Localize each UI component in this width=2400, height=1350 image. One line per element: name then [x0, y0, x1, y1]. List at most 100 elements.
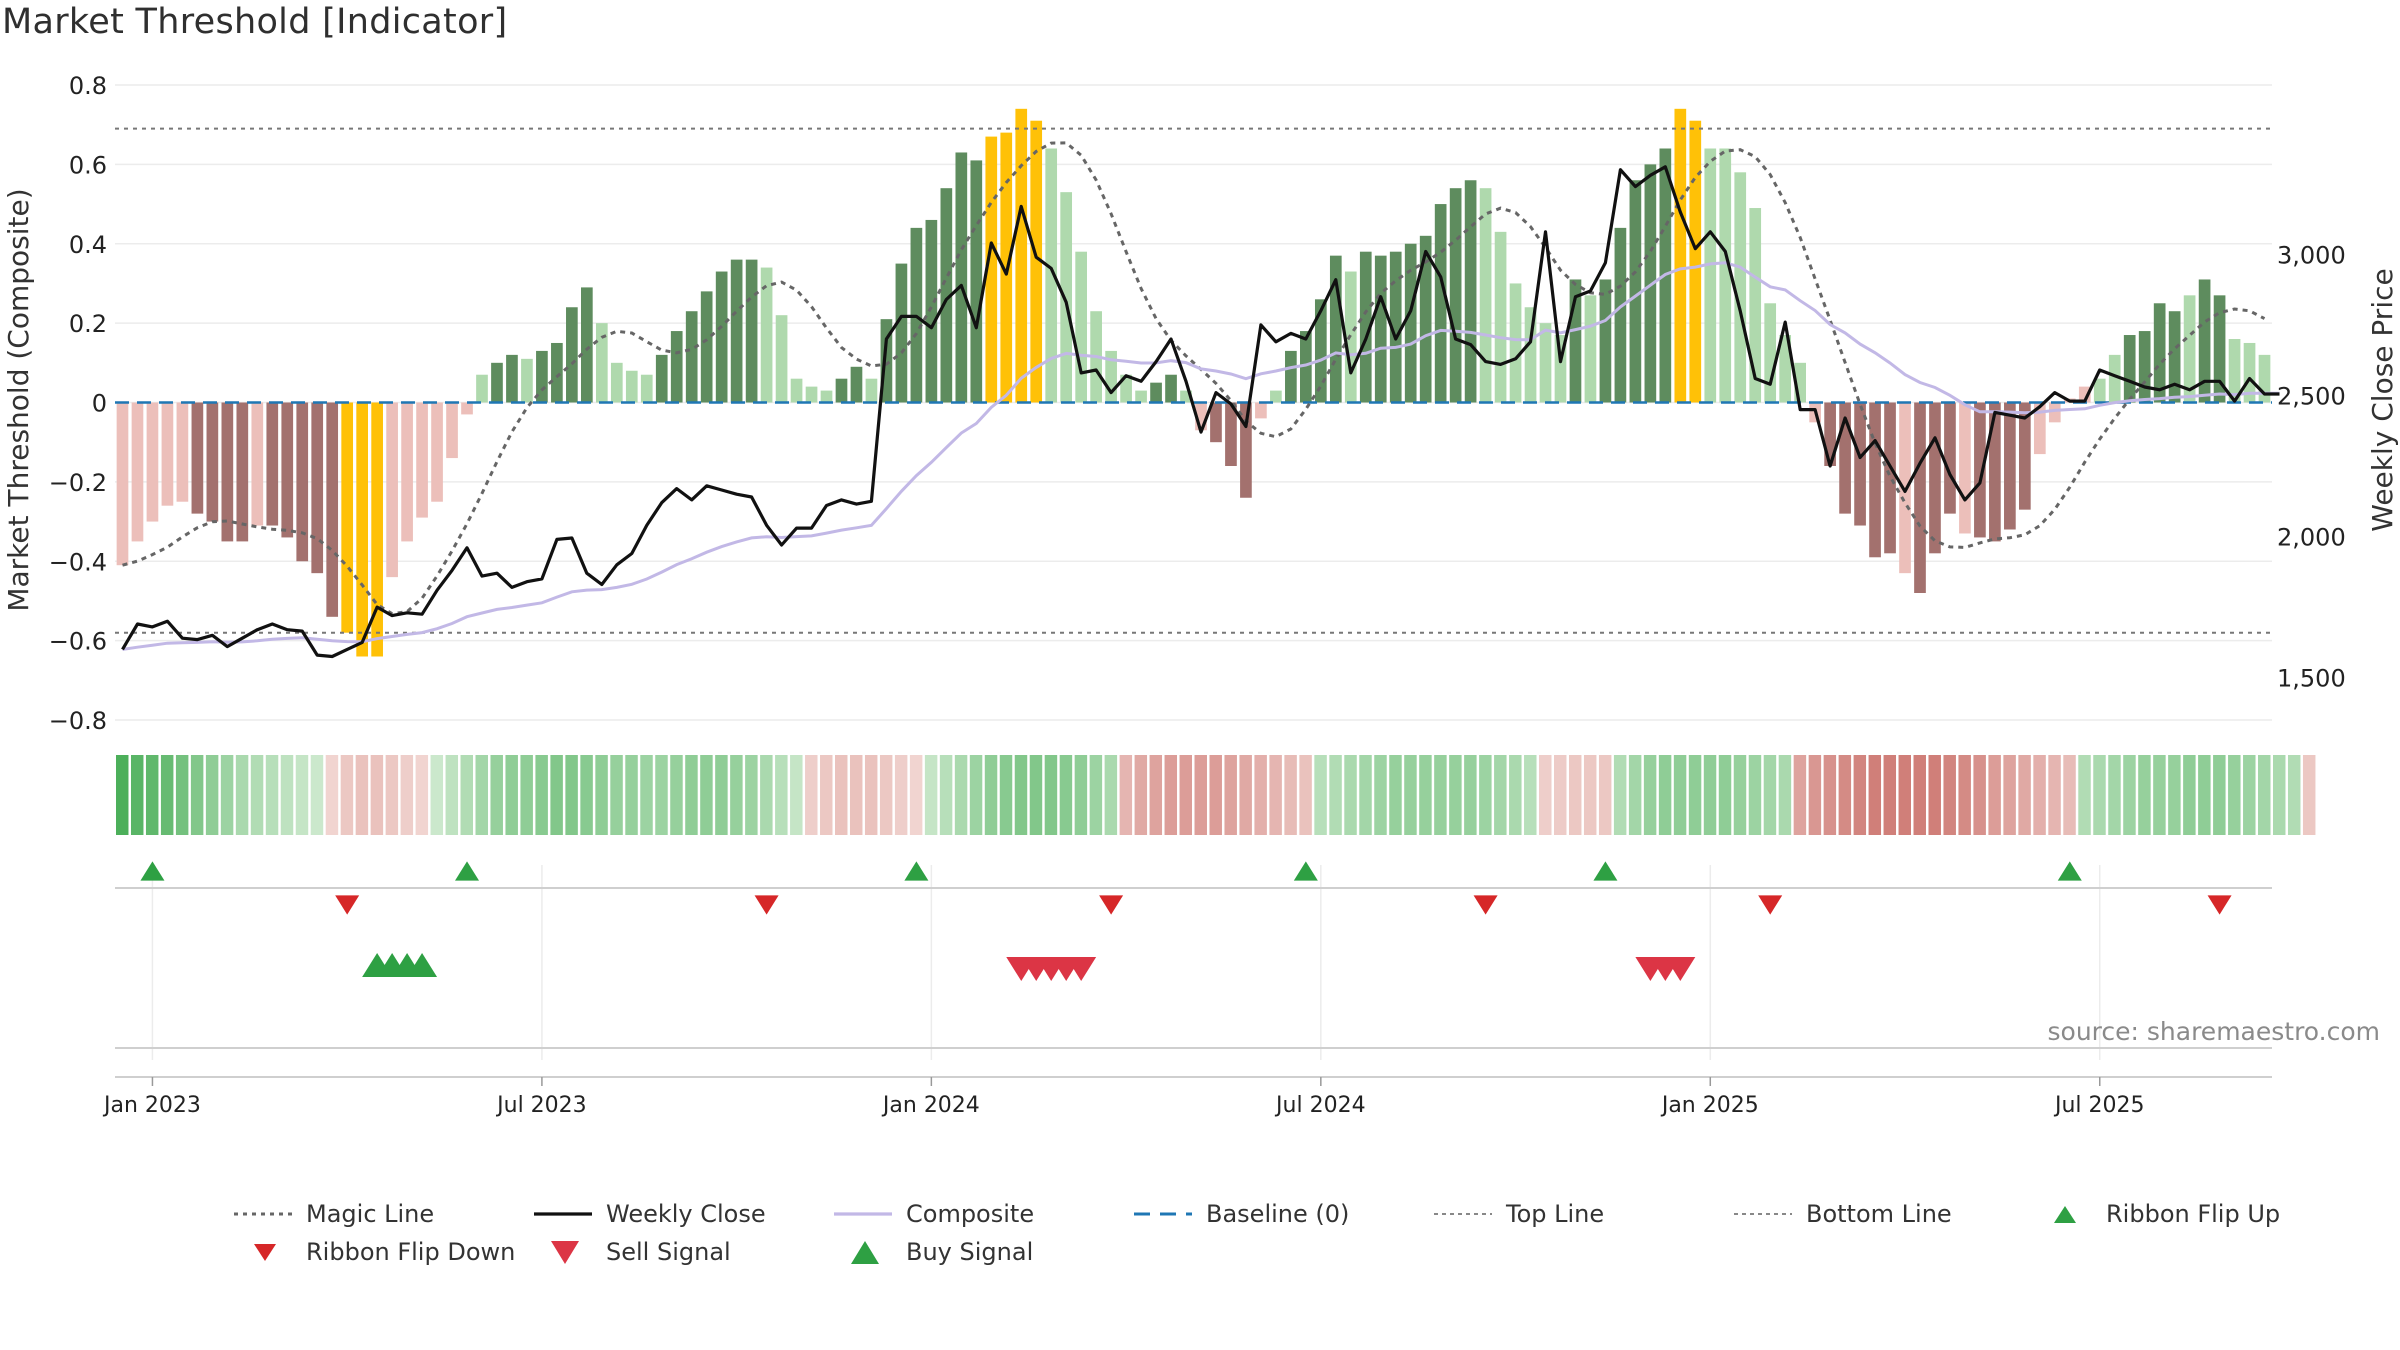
page-title: Market Threshold [Indicator]	[2, 2, 508, 42]
legend-item: Bottom Line	[1730, 1195, 2030, 1233]
ribbon-segment	[2258, 755, 2271, 835]
composite-bar	[2138, 331, 2151, 403]
composite-bar	[1749, 208, 1762, 403]
legend-symbol	[2054, 1206, 2076, 1223]
ribbon-segment	[520, 755, 533, 835]
composite-bar	[356, 402, 368, 657]
composite-bar	[1794, 362, 1806, 403]
composite-bar	[940, 188, 953, 403]
composite-bar	[1210, 402, 1222, 443]
composite-bar	[281, 402, 294, 538]
ribbon-flip-down-marker	[2207, 895, 2232, 915]
ribbon-segment	[505, 755, 518, 835]
ribbon-segment	[475, 755, 488, 835]
composite-bar	[266, 402, 279, 526]
ribbon-segment	[1164, 755, 1178, 835]
composite-bar	[191, 402, 204, 514]
ribbon-segment	[2228, 755, 2241, 835]
ribbon-segment	[1269, 755, 1282, 835]
ribbon-segment	[1703, 755, 1717, 835]
legend-item: Ribbon Flip Up	[2030, 1195, 2330, 1233]
ribbon-segment	[1613, 755, 1627, 835]
composite-bar	[625, 370, 638, 403]
composite-bar	[581, 287, 593, 403]
composite-bar	[1075, 251, 1087, 403]
composite-bar	[1704, 148, 1717, 403]
composite-bar	[925, 219, 938, 403]
sell-signal-marker	[1665, 957, 1696, 981]
ribbon-segment	[1059, 755, 1073, 835]
legend-symbol	[834, 1212, 892, 1216]
legend-item: Composite	[830, 1195, 1130, 1233]
legend-symbol	[234, 1212, 292, 1216]
composite-bar	[1015, 108, 1028, 403]
composite-bar	[1569, 279, 1582, 403]
ribbon-segment	[1464, 755, 1477, 835]
ribbon-segment	[790, 755, 803, 835]
ribbon-segment	[2183, 755, 2196, 835]
legend-symbol	[534, 1212, 592, 1216]
ribbon-segment	[864, 755, 878, 835]
legend-label: Buy Signal	[906, 1238, 1034, 1266]
ribbon-segment	[1194, 755, 1207, 835]
ribbon-segment	[745, 755, 758, 835]
ribbon-segment	[430, 755, 444, 835]
ribbon-segment	[1434, 755, 1447, 835]
buy-signal-marker	[407, 953, 438, 977]
composite-bar	[476, 374, 488, 403]
composite-bar	[536, 350, 548, 403]
ribbon-segment	[580, 755, 593, 835]
ribbon-segment	[116, 755, 129, 835]
y-tick-label: −0.4	[49, 548, 107, 576]
composite-bar	[401, 402, 413, 542]
composite-bar	[1434, 204, 1447, 403]
legend-symbol	[1134, 1212, 1192, 1216]
composite-bar	[700, 291, 713, 403]
composite-bar	[1359, 251, 1372, 403]
composite-bar	[1150, 382, 1162, 403]
composite-bar	[1944, 402, 1956, 514]
ribbon-segment	[1389, 755, 1402, 835]
composite-bar	[1719, 148, 1732, 403]
ribbon-segment	[1658, 755, 1672, 835]
indicator-lines	[115, 127, 2280, 659]
ribbon-segment	[1344, 755, 1357, 835]
ribbon-flip-up-marker	[140, 861, 165, 881]
composite-bar	[865, 378, 878, 403]
y2-tick-label: 1,500	[2277, 665, 2346, 693]
composite-bar	[1255, 402, 1267, 419]
ribbon-flip-up-marker	[1593, 861, 1618, 881]
ribbon-segment	[1284, 755, 1297, 835]
composite-bar	[176, 402, 189, 502]
ribbon-segment	[295, 755, 309, 835]
ribbon-segment	[2078, 755, 2091, 835]
composite-bar	[775, 315, 788, 403]
composite-bar	[805, 386, 818, 403]
ribbon-segment	[924, 755, 938, 835]
legend-row: Magic Line Weekly Close Composite Baseline …	[230, 1195, 2360, 1233]
ribbon-segment	[1748, 755, 1762, 835]
y-tick-label: 0.4	[69, 231, 107, 259]
composite-bar	[251, 402, 264, 526]
legend-label: Top Line	[1506, 1200, 1605, 1228]
y-tick-label: −0.6	[49, 628, 107, 656]
legend-item: Top Line	[1430, 1195, 1730, 1233]
legend-label: Weekly Close	[606, 1200, 766, 1228]
ribbon-segment	[1149, 755, 1163, 835]
composite-bar	[640, 374, 653, 403]
legend-label: Sell Signal	[606, 1238, 731, 1266]
ribbon-segment	[1239, 755, 1252, 835]
composite-bar	[146, 402, 159, 522]
composite-bar	[1539, 323, 1552, 403]
composite-bar	[1554, 335, 1567, 403]
ribbon-segment	[1598, 755, 1612, 835]
composite-bar	[341, 402, 354, 633]
ribbon-segment	[1554, 755, 1567, 835]
composite-bar	[1389, 251, 1402, 403]
ribbon-segment	[325, 755, 339, 835]
magic-line	[122, 141, 2266, 616]
composite-bar	[895, 263, 908, 403]
composite-bar	[1404, 243, 1417, 403]
legend-label: Ribbon Flip Up	[2106, 1200, 2281, 1228]
ribbon-segment	[1479, 755, 1492, 835]
